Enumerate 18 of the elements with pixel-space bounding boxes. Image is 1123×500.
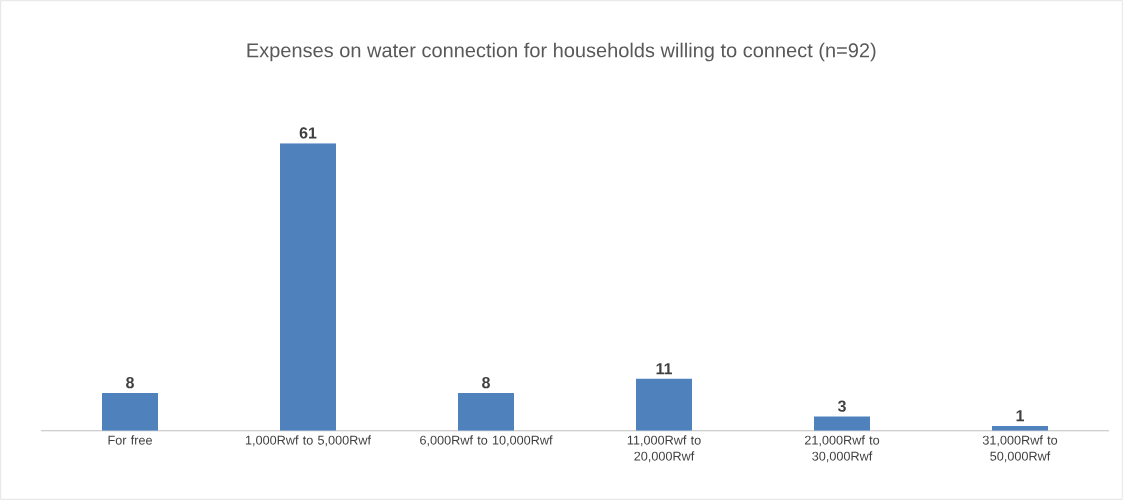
data-label: 3: [837, 400, 846, 412]
data-label: 11: [656, 363, 673, 375]
data-label: 8: [126, 376, 134, 389]
x-tick-label: 1,000Rwf to 5,000Rwf: [245, 435, 372, 447]
data-label: 8: [482, 376, 490, 389]
x-tick-label: For free: [108, 435, 152, 445]
x-tick-label: 11,000Rwf to 20,000Rwf: [627, 435, 701, 463]
x-tick-label: 6,000Rwf to 10,000Rwf: [420, 435, 553, 447]
bar: [458, 392, 515, 431]
x-tick-label: 21,000Rwf to 30,000Rwf: [804, 435, 880, 463]
x-tick-label: 31,000Rwf to 50,000Rwf: [982, 435, 1058, 463]
bar: [280, 143, 337, 431]
bar: [814, 416, 871, 431]
data-label: 61: [299, 127, 317, 139]
bar: [102, 392, 159, 431]
bar: [636, 378, 693, 431]
chart-title: Expenses on water connection for households willing to connect (n=92): [247, 42, 876, 62]
data-label: 1: [1016, 410, 1025, 422]
